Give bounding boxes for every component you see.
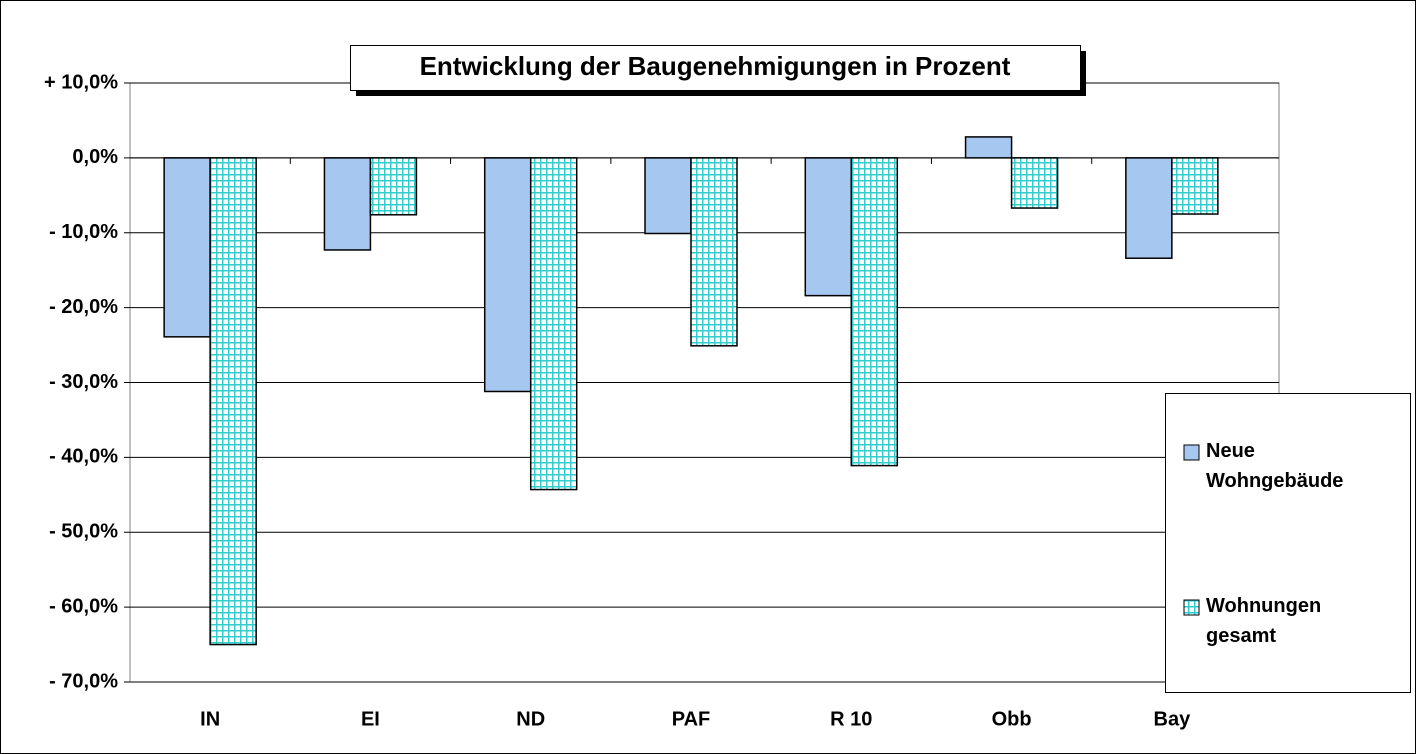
y-tick-label: + 10,0% — [44, 71, 118, 93]
y-tick-label: - 10,0% — [49, 221, 118, 243]
x-tick-label: R 10 — [830, 708, 872, 730]
x-tick-label: PAF — [672, 708, 711, 730]
legend-swatch — [1183, 599, 1200, 616]
bar — [163, 157, 211, 338]
bar — [369, 157, 418, 216]
legend-label: Neue Wohngebäude — [1206, 440, 1343, 492]
bar — [1171, 157, 1219, 215]
legend: Neue Wohngebäude Wohnungen gesamt — [1165, 393, 1411, 693]
bar — [964, 136, 1013, 159]
bar — [1125, 157, 1173, 259]
y-tick-label: - 60,0% — [49, 595, 118, 617]
bar — [483, 157, 532, 393]
bar — [209, 157, 257, 646]
bar — [690, 157, 738, 347]
legend-swatch — [1183, 444, 1200, 461]
bar — [323, 157, 372, 251]
y-tick-label: - 70,0% — [49, 670, 118, 692]
legend-label: Wohnungen gesamt — [1206, 595, 1321, 647]
legend-box — [1165, 393, 1411, 693]
y-tick-label: - 40,0% — [49, 446, 118, 468]
y-tick-label: - 50,0% — [49, 521, 118, 543]
x-tick-label: EI — [361, 708, 380, 730]
x-tick-label: Obb — [992, 708, 1032, 730]
x-tick-label: IN — [200, 708, 220, 730]
bar — [804, 157, 853, 297]
y-tick-label: - 30,0% — [49, 371, 118, 393]
bar — [1010, 157, 1059, 209]
x-tick-label: Bay — [1154, 708, 1192, 730]
chart-title: Entwicklung der Baugenehmigungen in Proz… — [420, 51, 1011, 81]
y-tick-label: 0,0% — [72, 146, 118, 168]
y-tick-label: - 20,0% — [49, 296, 118, 318]
bar — [644, 157, 692, 235]
title-box — [350, 45, 1081, 91]
bar — [850, 157, 899, 467]
x-tick-label: ND — [516, 708, 545, 730]
bar — [529, 157, 578, 491]
bars — [163, 136, 1219, 646]
